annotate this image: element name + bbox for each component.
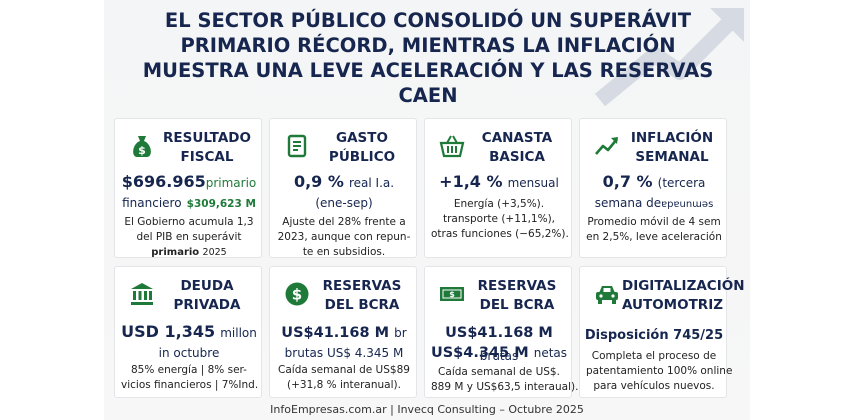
card-digitalizacion-automotriz: DIGITALIZACIÓN AUTOMOTRIZ Disposición 745… [579, 266, 745, 398]
headline-line: EL SECTOR PÚBLICO CONSOLIDÓ UN SUPERÁVIT [164, 9, 692, 32]
value-suffix: mensual [507, 176, 559, 190]
value-sub-amount: $309,623 M [186, 198, 256, 210]
card-value: $696.965primario [119, 171, 259, 194]
card-description: 85% energía | 8% ser- vicios financieros… [121, 364, 259, 391]
card-value: 0,7 % (tercera [584, 171, 724, 194]
value-main: 0,9 % [293, 172, 344, 191]
bank-building-icon [131, 283, 153, 305]
card-subvalue: semana deɐpɐunɯǝs [584, 191, 724, 215]
card-subvalue: in octubre [119, 341, 259, 364]
value-sub: in octubre [158, 346, 220, 360]
card-description: Completa el proceso de patentamiento 100… [586, 350, 733, 392]
value-suffix: brutas [479, 349, 519, 363]
card-title: RESERVAS DEL BCRA [477, 278, 557, 313]
card-gasto-publico: GASTO PÚBLICO 0,9 % real I.a. (ene-sep) A… [269, 118, 417, 258]
value-main: +1,4 % [439, 172, 503, 191]
card-reservas-bcra: $ RESERVAS DEL BCRA US$41.168 M br brutas… [269, 266, 417, 398]
card-resultado-fiscal: $ RESULTADO FISCAL $696.965primario finan… [114, 118, 262, 258]
card-inflacion-semanal: INFLACIÓN SEMANAL 0,7 % (tercera semana d… [579, 118, 727, 258]
card-title: CANASTA BASICA [481, 130, 553, 165]
value-main: Disposición 745/25 [584, 328, 724, 343]
card-value: +1,4 % mensual [429, 171, 569, 194]
headline-line: CAEN [398, 84, 458, 107]
value-suffix: (tercera [657, 176, 706, 190]
value-suffix: br [394, 326, 407, 340]
value-suffix: real I.a. [348, 176, 395, 190]
card-description: El Gobierno acumula 1,3 del PIB en super… [124, 216, 254, 258]
card-title: DEUDA PRIVADA [173, 278, 241, 313]
trend-up-icon [595, 137, 619, 155]
svg-text:$: $ [292, 286, 302, 304]
value-sub-suffix: ɐpɐunɯǝs [661, 199, 714, 210]
document-icon [287, 134, 307, 158]
value-suffix: millon [220, 326, 257, 340]
svg-text:$: $ [449, 290, 455, 299]
value-main: $696.965 [121, 172, 206, 191]
card-value: US$41.168 M brutas [429, 321, 569, 367]
card-title: INFLACIÓN SEMANAL [630, 130, 714, 165]
value-sub: semana de [594, 196, 662, 210]
card-title: RESERVAS DEL BCRA [322, 278, 402, 313]
dollar-coin-icon: $ [285, 282, 309, 306]
card-reservas-bcra-netas: $ RESERVAS DEL BCRA US$41.168 M brutas US… [424, 266, 579, 398]
value-sub-suffix: netas [533, 346, 568, 360]
money-bag-icon: $ [133, 136, 151, 157]
card-subvalue: brutas US$ 4.345 M [274, 341, 414, 364]
card-title: GASTO PÚBLICO [328, 130, 396, 165]
value-sub: (ene-sep) [315, 196, 373, 210]
card-deuda-privada: DEUDA PRIVADA USD 1,345 millon in octubre… [114, 266, 262, 398]
headline: EL SECTOR PÚBLICO CONSOLIDÓ UN SUPERÁVIT… [120, 8, 736, 108]
value-main: 0,7 % [602, 172, 653, 191]
card-subvalue: US$4.345 M netas [429, 341, 569, 364]
car-icon [596, 286, 618, 304]
basket-icon [439, 135, 465, 158]
card-subvalue: financiero $309,623 M [119, 191, 259, 215]
card-value: US$41.168 M br [274, 321, 414, 344]
source-footer: InfoEmpresas.com.ar | Invecq Consulting … [270, 403, 584, 416]
svg-text:$: $ [138, 144, 146, 157]
value-main: US$41.168 M [445, 325, 553, 341]
card-title: DIGITALIZACIÓN AUTOMOTRIZ [622, 278, 745, 313]
card-value: USD 1,345 millon [119, 321, 259, 344]
card-description: Caída semanal de US$89 (+31,8 % interanu… [278, 364, 410, 391]
value-sub: financiero [122, 196, 182, 210]
value-suffix: primario [205, 176, 257, 190]
card-value: Disposición 745/25 [584, 323, 724, 346]
card-subvalue: (ene-sep) [274, 191, 414, 214]
headline-line: MUESTRA UNA LEVE ACELERACIÓN Y LAS RESER… [142, 59, 714, 82]
value-sub: brutas US$ 4.345 M [284, 346, 404, 360]
card-description: Promedio móvil de 4 sem en 2,5%, leve ac… [586, 216, 722, 243]
card-title: RESULTADO FISCAL [163, 130, 251, 165]
value-main: USD 1,345 [121, 322, 216, 341]
card-description: Ajuste del 28% frente a 2023, aunque con… [277, 216, 411, 258]
background-arrow-graphic [594, 8, 744, 107]
card-description: Energía (+3,5%). transporte (+11,1%), ot… [431, 198, 569, 240]
card-value: 0,9 % real I.a. [274, 171, 414, 194]
value-main: US$41.168 M [281, 325, 390, 341]
banknote-icon: $ [440, 287, 464, 301]
card-canasta-basica: CANASTA BASICA +1,4 % mensual Energía (+3… [424, 118, 572, 258]
headline-line: PRIMARIO RÉCORD, MIENTRAS LA INFLACIÓN [180, 34, 676, 57]
value-sub: US$4.345 M [430, 345, 529, 361]
card-description: Caída semanal de US$. 889 M y US$63,5 in… [431, 366, 579, 393]
